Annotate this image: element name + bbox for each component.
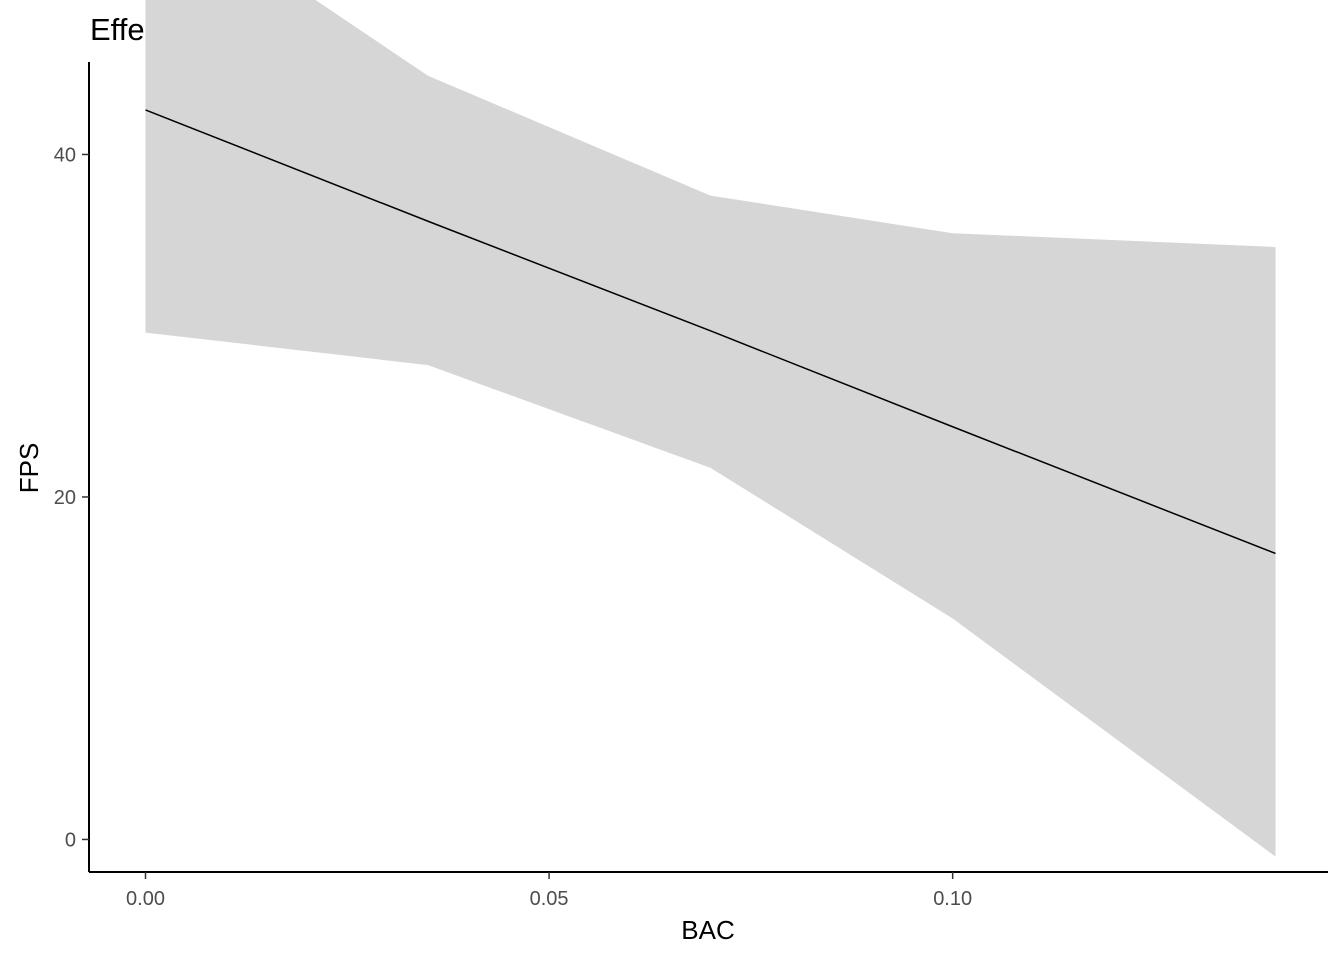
x-tick-label: 0.05: [530, 888, 569, 910]
x-axis-title: BAC: [681, 915, 734, 945]
plot-area: [145, 0, 1276, 857]
x-tick-label: 0.10: [933, 888, 972, 910]
fit-line: [145, 109, 1276, 555]
y-tick-label: 40: [54, 144, 76, 166]
x-tick-label: 0.00: [126, 888, 165, 910]
y-axis-ticks: 0 20 40: [54, 144, 89, 851]
confidence-band: [145, 0, 1276, 857]
y-axis-title: FPS: [14, 443, 44, 494]
y-tick-label: 20: [54, 487, 76, 509]
y-tick-label: 0: [65, 829, 76, 851]
x-axis-ticks: 0.00 0.05 0.10: [126, 872, 972, 910]
